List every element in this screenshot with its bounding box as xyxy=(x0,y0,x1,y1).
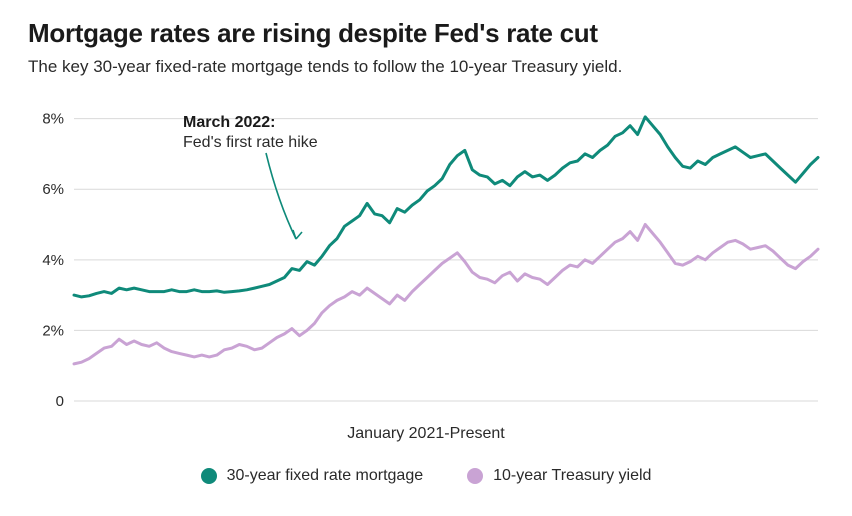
legend-label: 10-year Treasury yield xyxy=(493,467,651,485)
legend-item-mortgage: 30-year fixed rate mortgage xyxy=(201,467,424,485)
chart-subtitle: The key 30-year fixed-rate mortgage tend… xyxy=(28,57,824,77)
svg-text:4%: 4% xyxy=(42,252,64,269)
legend-label: 30-year fixed rate mortgage xyxy=(227,467,424,485)
legend-swatch-icon xyxy=(467,468,483,484)
legend-item-treasury: 10-year Treasury yield xyxy=(467,467,651,485)
x-axis-label: January 2021-Present xyxy=(28,425,824,443)
svg-text:6%: 6% xyxy=(42,181,64,198)
svg-text:Fed's first rate hike: Fed's first rate hike xyxy=(183,134,318,151)
legend-swatch-icon xyxy=(201,468,217,484)
legend: 30-year fixed rate mortgage 10-year Trea… xyxy=(28,467,824,485)
svg-text:0: 0 xyxy=(56,393,64,410)
chart-title: Mortgage rates are rising despite Fed's … xyxy=(28,18,824,49)
svg-text:8%: 8% xyxy=(42,111,64,128)
svg-text:2%: 2% xyxy=(42,322,64,339)
chart-area: 0 2% 4% 6% 8% March 2022: Fed's first rate hik… xyxy=(28,87,824,417)
line-chart-svg: 0 2% 4% 6% 8% March 2022: Fed's first rate hik… xyxy=(28,87,824,417)
svg-text:March 2022:: March 2022: xyxy=(183,114,276,131)
